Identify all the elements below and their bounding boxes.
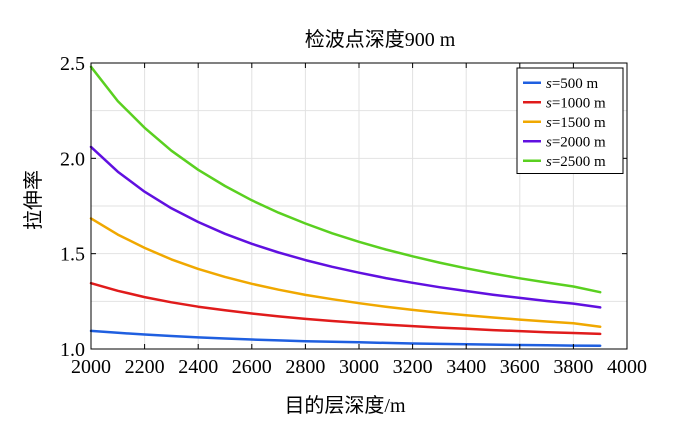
y-axis-label: 拉伸率: [22, 170, 45, 230]
legend-label: s=1500 m: [546, 115, 606, 131]
legend-label: s=1000 m: [546, 95, 606, 111]
x-axis-label: 目的层深度/m: [284, 394, 406, 417]
legend-label: s=2500 m: [546, 154, 606, 170]
legend-label: s=2000 m: [546, 134, 606, 150]
axis-tick-labels: 2000 2200 2400 2600 2800 3000 3200 3400 3600 3800…: [60, 53, 647, 378]
series-line-4: [89, 145, 602, 309]
x-tick-label: 2400: [178, 356, 218, 378]
x-tick-label: 4000: [607, 356, 647, 378]
y-tick-label: 1.0: [60, 339, 85, 361]
series-line-5: [89, 65, 602, 294]
legend-label: s=500 m: [546, 76, 599, 92]
series-group: [89, 65, 602, 348]
y-tick-label: 2.5: [60, 53, 85, 75]
y-tick-label: 1.5: [60, 244, 85, 266]
axis-ticks: [90, 62, 628, 350]
x-tick-label: 2800: [285, 356, 325, 378]
x-tick-label: 3400: [446, 356, 486, 378]
x-tick-label: 2200: [125, 356, 165, 378]
series-line-3: [89, 217, 602, 328]
x-tick-label: 2000: [71, 356, 111, 378]
x-tick-label: 3800: [553, 356, 593, 378]
series-line-1: [89, 329, 602, 348]
x-tick-label: 3000: [339, 356, 379, 378]
x-tick-label: 3200: [393, 356, 433, 378]
chart-title: 检波点深度900 m: [305, 28, 456, 51]
legend: s=500 m s=1000 m s=1500 m s=2000 m s=2500 m: [516, 67, 624, 174]
y-tick-label: 2.0: [60, 148, 85, 170]
x-tick-label: 3600: [500, 356, 540, 378]
series-line-2: [89, 281, 602, 336]
x-tick-label: 2600: [232, 356, 272, 378]
